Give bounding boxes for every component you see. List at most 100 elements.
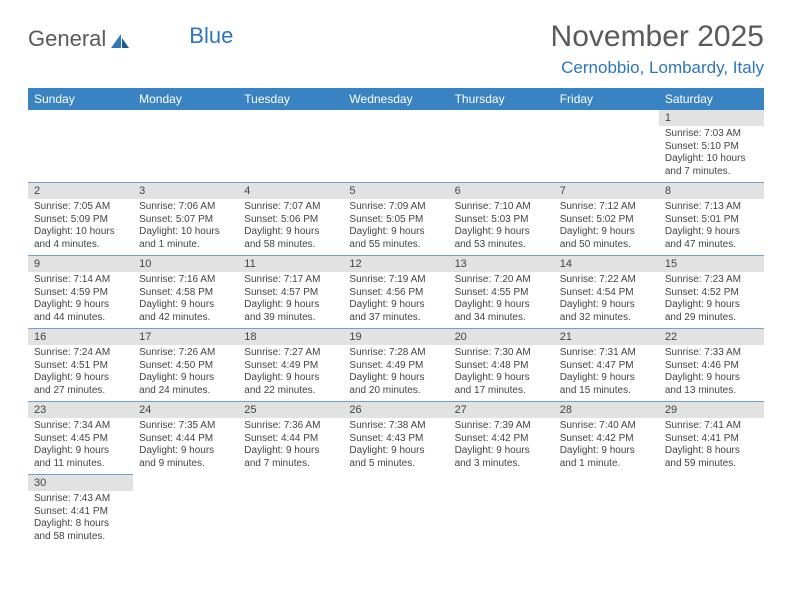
- detail-line: Sunrise: 7:41 AM: [665, 420, 758, 433]
- detail-line: Sunset: 4:43 PM: [349, 433, 442, 446]
- day-details: Sunrise: 7:12 AMSunset: 5:02 PMDaylight:…: [554, 199, 659, 255]
- calendar-cell: 11Sunrise: 7:17 AMSunset: 4:57 PMDayligh…: [238, 255, 343, 328]
- day-number: 14: [554, 255, 659, 272]
- detail-line: Daylight: 9 hours: [560, 445, 653, 458]
- day-number: 16: [28, 328, 133, 345]
- day-details: Sunrise: 7:36 AMSunset: 4:44 PMDaylight:…: [238, 418, 343, 474]
- detail-line: Sunset: 4:41 PM: [34, 506, 127, 519]
- page-title: November 2025: [551, 20, 764, 54]
- detail-line: Sunrise: 7:23 AM: [665, 274, 758, 287]
- day-number: 3: [133, 182, 238, 199]
- detail-line: Sunrise: 7:05 AM: [34, 201, 127, 214]
- calendar-cell: 24Sunrise: 7:35 AMSunset: 4:44 PMDayligh…: [133, 401, 238, 474]
- day-number: 13: [449, 255, 554, 272]
- calendar-cell: [659, 474, 764, 547]
- weekday-header: Wednesday: [343, 88, 448, 110]
- logo-text-blue: Blue: [189, 23, 233, 49]
- calendar-cell: 29Sunrise: 7:41 AMSunset: 4:41 PMDayligh…: [659, 401, 764, 474]
- detail-line: Sunrise: 7:09 AM: [349, 201, 442, 214]
- weekday-header: Monday: [133, 88, 238, 110]
- detail-line: Sunrise: 7:34 AM: [34, 420, 127, 433]
- calendar-table: SundayMondayTuesdayWednesdayThursdayFrid…: [28, 88, 764, 547]
- calendar-cell: [343, 474, 448, 547]
- detail-line: Daylight: 9 hours: [560, 372, 653, 385]
- detail-line: Sunset: 5:02 PM: [560, 214, 653, 227]
- day-number: 12: [343, 255, 448, 272]
- detail-line: Sunset: 4:56 PM: [349, 287, 442, 300]
- day-details: Sunrise: 7:05 AMSunset: 5:09 PMDaylight:…: [28, 199, 133, 255]
- detail-line: Sunrise: 7:14 AM: [34, 274, 127, 287]
- sail-icon: [109, 30, 131, 48]
- day-details: Sunrise: 7:22 AMSunset: 4:54 PMDaylight:…: [554, 272, 659, 328]
- day-number: 6: [449, 182, 554, 199]
- detail-line: and 47 minutes.: [665, 239, 758, 252]
- day-number: 25: [238, 401, 343, 418]
- day-details: Sunrise: 7:28 AMSunset: 4:49 PMDaylight:…: [343, 345, 448, 401]
- detail-line: Sunset: 5:03 PM: [455, 214, 548, 227]
- location: Cernobbio, Lombardy, Italy: [551, 58, 764, 78]
- detail-line: Sunrise: 7:36 AM: [244, 420, 337, 433]
- day-details: Sunrise: 7:35 AMSunset: 4:44 PMDaylight:…: [133, 418, 238, 474]
- day-details: Sunrise: 7:24 AMSunset: 4:51 PMDaylight:…: [28, 345, 133, 401]
- detail-line: Sunrise: 7:40 AM: [560, 420, 653, 433]
- detail-line: and 55 minutes.: [349, 239, 442, 252]
- detail-line: Daylight: 9 hours: [665, 226, 758, 239]
- day-number: 5: [343, 182, 448, 199]
- detail-line: Sunrise: 7:33 AM: [665, 347, 758, 360]
- calendar-cell: [238, 474, 343, 547]
- calendar-cell: [554, 110, 659, 182]
- day-details: Sunrise: 7:33 AMSunset: 4:46 PMDaylight:…: [659, 345, 764, 401]
- detail-line: Sunrise: 7:43 AM: [34, 493, 127, 506]
- day-number: 29: [659, 401, 764, 418]
- weekday-header-row: SundayMondayTuesdayWednesdayThursdayFrid…: [28, 88, 764, 110]
- calendar-week-row: 30Sunrise: 7:43 AMSunset: 4:41 PMDayligh…: [28, 474, 764, 547]
- detail-line: Sunset: 4:57 PM: [244, 287, 337, 300]
- detail-line: and 34 minutes.: [455, 312, 548, 325]
- detail-line: Daylight: 9 hours: [244, 372, 337, 385]
- day-number: 28: [554, 401, 659, 418]
- calendar-cell: 23Sunrise: 7:34 AMSunset: 4:45 PMDayligh…: [28, 401, 133, 474]
- weekday-header: Thursday: [449, 88, 554, 110]
- day-number: 23: [28, 401, 133, 418]
- calendar-week-row: 23Sunrise: 7:34 AMSunset: 4:45 PMDayligh…: [28, 401, 764, 474]
- day-details: Sunrise: 7:20 AMSunset: 4:55 PMDaylight:…: [449, 272, 554, 328]
- detail-line: Sunrise: 7:12 AM: [560, 201, 653, 214]
- calendar-cell: 22Sunrise: 7:33 AMSunset: 4:46 PMDayligh…: [659, 328, 764, 401]
- detail-line: Sunrise: 7:24 AM: [34, 347, 127, 360]
- detail-line: Daylight: 10 hours: [139, 226, 232, 239]
- detail-line: Daylight: 9 hours: [455, 299, 548, 312]
- detail-line: Sunset: 4:58 PM: [139, 287, 232, 300]
- detail-line: and 7 minutes.: [665, 166, 758, 179]
- detail-line: Daylight: 9 hours: [349, 226, 442, 239]
- calendar-week-row: 16Sunrise: 7:24 AMSunset: 4:51 PMDayligh…: [28, 328, 764, 401]
- detail-line: and 42 minutes.: [139, 312, 232, 325]
- day-number: 18: [238, 328, 343, 345]
- detail-line: and 4 minutes.: [34, 239, 127, 252]
- weekday-header: Friday: [554, 88, 659, 110]
- day-number: 20: [449, 328, 554, 345]
- detail-line: and 32 minutes.: [560, 312, 653, 325]
- day-number: 10: [133, 255, 238, 272]
- calendar-cell: [449, 110, 554, 182]
- detail-line: Sunset: 5:01 PM: [665, 214, 758, 227]
- day-details: Sunrise: 7:06 AMSunset: 5:07 PMDaylight:…: [133, 199, 238, 255]
- calendar-cell: 12Sunrise: 7:19 AMSunset: 4:56 PMDayligh…: [343, 255, 448, 328]
- detail-line: Sunset: 5:05 PM: [349, 214, 442, 227]
- calendar-cell: 14Sunrise: 7:22 AMSunset: 4:54 PMDayligh…: [554, 255, 659, 328]
- detail-line: Daylight: 9 hours: [455, 226, 548, 239]
- calendar-week-row: 2Sunrise: 7:05 AMSunset: 5:09 PMDaylight…: [28, 182, 764, 255]
- detail-line: and 50 minutes.: [560, 239, 653, 252]
- calendar-cell: 19Sunrise: 7:28 AMSunset: 4:49 PMDayligh…: [343, 328, 448, 401]
- calendar-cell: 4Sunrise: 7:07 AMSunset: 5:06 PMDaylight…: [238, 182, 343, 255]
- day-details: Sunrise: 7:34 AMSunset: 4:45 PMDaylight:…: [28, 418, 133, 474]
- calendar-cell: [238, 110, 343, 182]
- detail-line: Sunset: 4:44 PM: [139, 433, 232, 446]
- detail-line: and 9 minutes.: [139, 458, 232, 471]
- day-details: Sunrise: 7:26 AMSunset: 4:50 PMDaylight:…: [133, 345, 238, 401]
- weekday-header: Tuesday: [238, 88, 343, 110]
- day-details: Sunrise: 7:16 AMSunset: 4:58 PMDaylight:…: [133, 272, 238, 328]
- day-number: 17: [133, 328, 238, 345]
- detail-line: Sunset: 4:51 PM: [34, 360, 127, 373]
- detail-line: Daylight: 9 hours: [244, 226, 337, 239]
- detail-line: and 44 minutes.: [34, 312, 127, 325]
